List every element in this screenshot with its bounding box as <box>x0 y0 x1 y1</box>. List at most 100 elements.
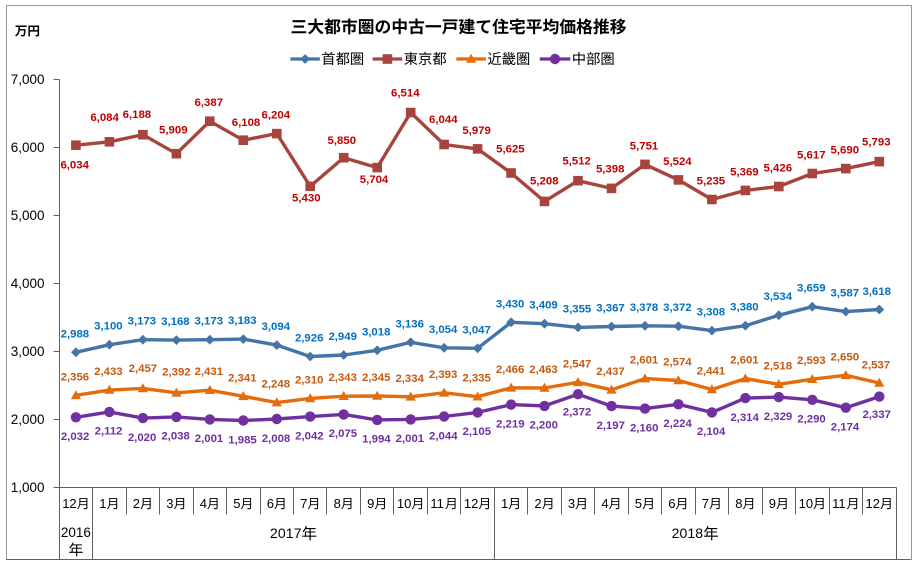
svg-text:3,173: 3,173 <box>195 316 224 328</box>
svg-text:11: 11 <box>832 496 846 511</box>
svg-text:8: 8 <box>334 496 341 511</box>
svg-text:2,392: 2,392 <box>162 367 191 379</box>
svg-text:12: 12 <box>62 496 76 511</box>
svg-text:3,659: 3,659 <box>797 283 826 295</box>
svg-text:5,751: 5,751 <box>630 140 659 152</box>
svg-text:10: 10 <box>799 496 813 511</box>
svg-text:5: 5 <box>233 496 240 511</box>
svg-text:2,343: 2,343 <box>328 372 357 384</box>
svg-text:2,463: 2,463 <box>529 364 558 376</box>
svg-text:2,001: 2,001 <box>195 433 224 445</box>
svg-text:5,426: 5,426 <box>764 163 793 175</box>
svg-text:2,200: 2,200 <box>529 420 558 432</box>
svg-text:2,437: 2,437 <box>596 366 625 378</box>
svg-text:2,197: 2,197 <box>596 420 625 432</box>
svg-text:2,431: 2,431 <box>195 366 224 378</box>
svg-text:2,075: 2,075 <box>329 428 358 440</box>
svg-text:5,208: 5,208 <box>530 176 559 188</box>
svg-text:3,367: 3,367 <box>596 303 625 315</box>
svg-text:11: 11 <box>430 496 444 511</box>
svg-text:6,108: 6,108 <box>232 117 261 129</box>
svg-text:5,625: 5,625 <box>496 143 525 155</box>
svg-text:4: 4 <box>601 496 608 511</box>
svg-text:2,457: 2,457 <box>129 363 158 375</box>
svg-text:2,000: 2,000 <box>11 412 45 427</box>
svg-text:2,334: 2,334 <box>395 373 424 385</box>
svg-text:3,094: 3,094 <box>262 321 291 333</box>
svg-text:5,524: 5,524 <box>663 156 692 168</box>
svg-text:9: 9 <box>367 496 374 511</box>
svg-text:2,601: 2,601 <box>730 355 759 367</box>
svg-text:3,054: 3,054 <box>429 324 458 336</box>
svg-text:5,000: 5,000 <box>11 208 45 223</box>
svg-text:2,433: 2,433 <box>94 366 123 378</box>
svg-text:1: 1 <box>99 496 106 511</box>
svg-text:1,994: 1,994 <box>362 434 391 446</box>
svg-text:2,335: 2,335 <box>462 373 491 385</box>
svg-text:6,044: 6,044 <box>429 114 458 126</box>
svg-text:2,032: 2,032 <box>61 431 90 443</box>
svg-text:2,329: 2,329 <box>764 411 793 423</box>
svg-text:2,537: 2,537 <box>862 360 891 372</box>
svg-text:5,512: 5,512 <box>562 155 591 167</box>
svg-text:3,534: 3,534 <box>764 291 793 303</box>
svg-text:2,345: 2,345 <box>362 372 391 384</box>
svg-text:3,173: 3,173 <box>128 316 157 328</box>
svg-text:1,000: 1,000 <box>11 480 45 495</box>
svg-text:2,341: 2,341 <box>228 372 257 384</box>
svg-text:3,136: 3,136 <box>395 318 424 330</box>
svg-text:7: 7 <box>702 496 709 511</box>
svg-text:3,168: 3,168 <box>161 316 190 328</box>
svg-text:3,308: 3,308 <box>697 307 726 319</box>
svg-text:2,593: 2,593 <box>797 355 826 367</box>
svg-text:5,850: 5,850 <box>328 135 357 147</box>
svg-text:6: 6 <box>668 496 675 511</box>
svg-text:2,160: 2,160 <box>630 422 659 434</box>
svg-text:3,430: 3,430 <box>496 298 525 310</box>
svg-text:2,248: 2,248 <box>262 379 291 391</box>
svg-text:2,001: 2,001 <box>396 433 425 445</box>
svg-text:2,224: 2,224 <box>663 418 692 430</box>
svg-text:2,112: 2,112 <box>95 426 123 438</box>
svg-text:2,988: 2,988 <box>61 328 90 340</box>
svg-text:2,574: 2,574 <box>663 357 692 369</box>
svg-text:7: 7 <box>300 496 307 511</box>
svg-text:6,514: 6,514 <box>391 88 420 100</box>
svg-text:3,618: 3,618 <box>862 286 891 298</box>
svg-text:4: 4 <box>200 496 207 511</box>
svg-text:2,372: 2,372 <box>563 407 592 419</box>
svg-text:2017: 2017 <box>270 525 302 541</box>
svg-text:1: 1 <box>501 496 508 511</box>
svg-text:12: 12 <box>866 496 880 511</box>
svg-text:5: 5 <box>635 496 642 511</box>
svg-text:2,926: 2,926 <box>295 333 324 345</box>
svg-text:10: 10 <box>397 496 411 511</box>
svg-text:3,380: 3,380 <box>730 302 759 314</box>
svg-text:2,008: 2,008 <box>262 433 291 445</box>
svg-text:5,690: 5,690 <box>831 145 860 157</box>
svg-text:2,650: 2,650 <box>831 351 860 363</box>
svg-text:6,034: 6,034 <box>60 160 89 172</box>
svg-text:8: 8 <box>735 496 742 511</box>
svg-text:2,044: 2,044 <box>429 430 458 442</box>
svg-text:2,174: 2,174 <box>831 422 860 434</box>
svg-text:3,100: 3,100 <box>94 321 123 333</box>
svg-text:5,909: 5,909 <box>159 125 188 137</box>
svg-text:3: 3 <box>166 496 173 511</box>
svg-text:1,985: 1,985 <box>228 434 257 446</box>
svg-text:2,310: 2,310 <box>295 374 324 386</box>
svg-text:6,188: 6,188 <box>123 109 152 121</box>
svg-text:2018: 2018 <box>672 525 704 541</box>
svg-text:3,355: 3,355 <box>563 303 592 315</box>
svg-text:2,949: 2,949 <box>328 331 357 343</box>
svg-text:3,587: 3,587 <box>831 288 860 300</box>
svg-text:3,000: 3,000 <box>11 344 45 359</box>
svg-text:5,430: 5,430 <box>292 192 321 204</box>
svg-text:6,000: 6,000 <box>11 140 45 155</box>
svg-text:2016: 2016 <box>61 525 91 540</box>
svg-text:2,547: 2,547 <box>563 358 592 370</box>
svg-text:2,337: 2,337 <box>862 409 891 421</box>
svg-text:5,235: 5,235 <box>697 176 726 188</box>
svg-text:3,372: 3,372 <box>663 302 692 314</box>
svg-text:2,290: 2,290 <box>797 414 826 426</box>
